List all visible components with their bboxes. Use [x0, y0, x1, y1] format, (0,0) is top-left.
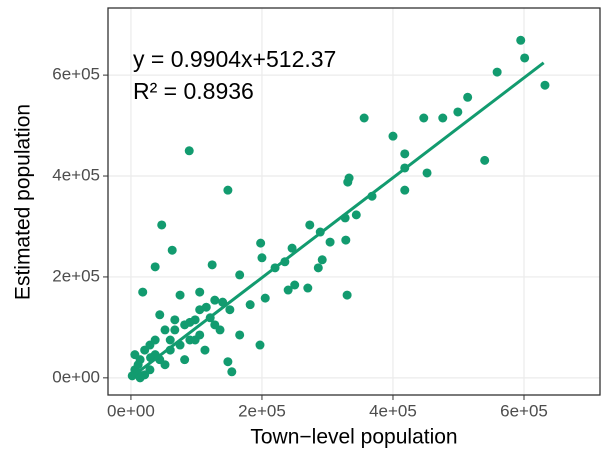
point	[290, 280, 300, 290]
point	[150, 335, 160, 345]
point	[133, 360, 143, 370]
point	[200, 345, 210, 355]
point	[160, 325, 170, 335]
point	[388, 131, 398, 141]
point	[256, 238, 266, 248]
point	[170, 315, 180, 325]
point	[225, 305, 235, 315]
point	[492, 67, 502, 77]
point	[155, 310, 165, 320]
point	[283, 285, 293, 295]
panel-border	[107, 7, 601, 396]
point	[227, 367, 237, 377]
point	[235, 270, 245, 280]
point	[419, 113, 429, 123]
point	[257, 253, 267, 263]
x-axis-title: Town−level population	[250, 426, 457, 449]
point	[351, 210, 361, 220]
point	[400, 149, 410, 159]
point	[317, 255, 327, 265]
point	[180, 355, 190, 365]
point	[400, 185, 410, 195]
point	[167, 245, 177, 255]
point	[138, 287, 148, 297]
point	[341, 235, 351, 245]
y-tick-label: 4e+05	[52, 166, 100, 185]
point	[185, 317, 195, 327]
point	[140, 345, 150, 355]
point	[210, 295, 220, 305]
y-tick-label: 2e+05	[52, 266, 100, 285]
point	[305, 220, 315, 230]
point	[245, 300, 255, 310]
point	[480, 155, 490, 165]
y-tick-label: 6e+05	[52, 65, 100, 84]
point	[422, 168, 432, 178]
point	[157, 220, 167, 230]
y-axis-title: Estimated population	[12, 104, 35, 300]
point	[210, 320, 220, 330]
point	[235, 330, 245, 340]
x-tick-label: 0e+00	[107, 401, 155, 420]
x-tick-label: 6e+05	[500, 401, 548, 420]
point	[313, 263, 323, 273]
point	[540, 80, 550, 90]
point	[520, 53, 530, 63]
point	[438, 113, 448, 123]
annotation: R² = 0.8936	[133, 78, 254, 104]
point	[175, 290, 185, 300]
point	[516, 35, 526, 45]
point	[150, 262, 160, 272]
point	[343, 177, 353, 187]
point	[260, 293, 270, 303]
point	[359, 113, 369, 123]
point	[463, 92, 473, 102]
point	[170, 325, 180, 335]
point	[303, 283, 313, 293]
point	[325, 237, 335, 247]
point	[130, 350, 140, 360]
fit-line	[130, 61, 545, 379]
point	[190, 335, 200, 345]
point	[342, 290, 352, 300]
point	[145, 365, 155, 375]
x-tick-label: 4e+05	[369, 401, 417, 420]
point	[201, 302, 211, 312]
point	[453, 107, 463, 117]
point	[195, 287, 205, 297]
annotation: y = 0.9904x+512.37	[133, 46, 336, 72]
point	[287, 243, 297, 253]
point	[223, 185, 233, 195]
point	[207, 260, 217, 270]
point	[223, 357, 233, 367]
point	[255, 340, 265, 350]
point	[184, 146, 194, 156]
x-tick-label: 2e+05	[238, 401, 286, 420]
point	[165, 335, 175, 345]
y-tick-label: 0e+00	[52, 367, 100, 386]
